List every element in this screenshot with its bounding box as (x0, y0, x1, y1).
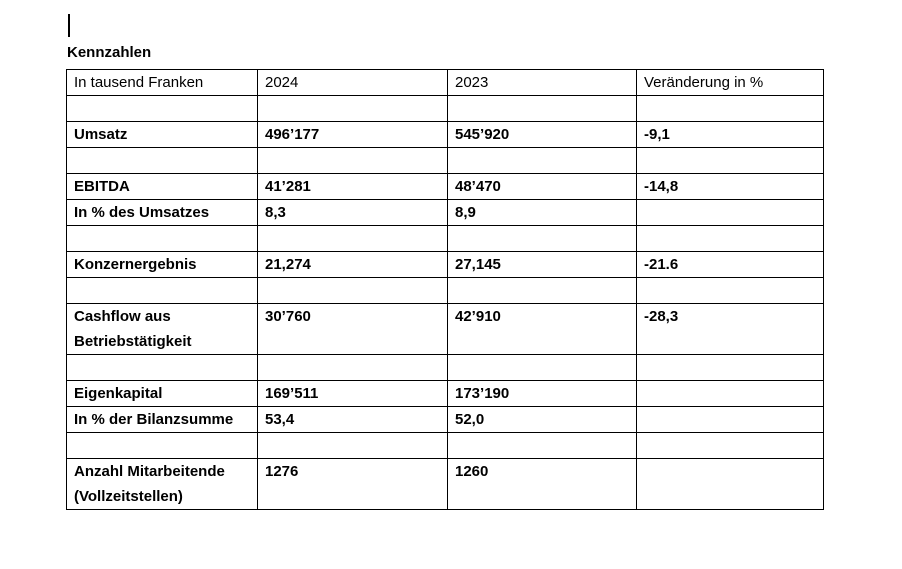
table-cell[interactable] (636, 432, 824, 459)
table-header-row: In tausend Franken 2024 2023 Veränderung in… (66, 69, 824, 96)
table-cell[interactable]: 21,274 (257, 251, 448, 278)
table-cell[interactable]: In % der Bilanzsumme (66, 406, 258, 433)
table-cell[interactable] (257, 95, 448, 122)
table-cell[interactable]: 53,4 (257, 406, 448, 433)
table-cell[interactable] (257, 225, 448, 252)
table-cell[interactable] (257, 432, 448, 459)
table-cell[interactable] (257, 277, 448, 304)
table-cell[interactable] (257, 354, 448, 381)
table-cell[interactable]: 8,9 (447, 199, 637, 226)
table-cell[interactable]: 27,145 (447, 251, 637, 278)
column-header[interactable]: 2023 (447, 69, 637, 96)
table-cell[interactable]: Cashflow aus Betriebstätigkeit (66, 303, 258, 355)
table-row-eigenkapital-quote: In % der Bilanzsumme 53,4 52,0 (66, 406, 824, 433)
table-cell[interactable] (66, 225, 258, 252)
table-cell[interactable] (66, 354, 258, 381)
table-cell[interactable]: Eigenkapital (66, 380, 258, 407)
table-row-konzernergebnis: Konzernergebnis 21,274 27,145 -21.6 (66, 251, 824, 278)
table-cell[interactable]: -14,8 (636, 173, 824, 200)
table-cell[interactable] (447, 95, 637, 122)
table-cell[interactable]: 30’760 (257, 303, 448, 355)
column-header[interactable]: In tausend Franken (66, 69, 258, 96)
table-row-spacer-3 (66, 225, 824, 252)
table-cell[interactable]: 41’281 (257, 173, 448, 200)
table-cell[interactable] (636, 277, 824, 304)
table-cell[interactable] (447, 277, 637, 304)
table-cell[interactable]: 52,0 (447, 406, 637, 433)
table-cell[interactable] (636, 354, 824, 381)
table-cell[interactable] (636, 225, 824, 252)
table-cell[interactable] (257, 147, 448, 174)
table-cell[interactable]: 8,3 (257, 199, 448, 226)
page-title[interactable]: Kennzahlen (67, 44, 152, 61)
table-row-eigenkapital: Eigenkapital 169’511 173’190 (66, 380, 824, 407)
table-row-umsatz: Umsatz 496’177 545’920 -9,1 (66, 121, 824, 148)
table-row-spacer-1 (66, 95, 824, 122)
column-header[interactable]: Veränderung in % (636, 69, 824, 96)
kennzahlen-table: In tausend Franken 2024 2023 Veränderung in… (66, 69, 824, 510)
table-row-spacer-5 (66, 354, 824, 381)
table-cell[interactable] (447, 225, 637, 252)
table-cell[interactable] (447, 147, 637, 174)
table-cell[interactable]: -28,3 (636, 303, 824, 355)
text-cursor (68, 14, 70, 37)
table-cell[interactable] (66, 95, 258, 122)
table-cell[interactable] (66, 432, 258, 459)
table-cell[interactable]: 496’177 (257, 121, 448, 148)
table-cell[interactable] (636, 147, 824, 174)
table-cell[interactable]: In % des Umsatzes (66, 199, 258, 226)
column-header[interactable]: 2024 (257, 69, 448, 96)
table-row-cashflow: Cashflow aus Betriebstätigkeit 30’760 42’9… (66, 303, 824, 355)
table-cell[interactable]: -21.6 (636, 251, 824, 278)
table-cell[interactable]: 42’910 (447, 303, 637, 355)
table-cell[interactable] (447, 354, 637, 381)
table-cell[interactable] (636, 458, 824, 510)
table-cell[interactable] (447, 432, 637, 459)
table-cell[interactable]: EBITDA (66, 173, 258, 200)
table-cell[interactable] (66, 277, 258, 304)
table-cell[interactable]: Anzahl Mitarbeitende (Vollzeitstellen) (66, 458, 258, 510)
table-cell[interactable]: 48’470 (447, 173, 637, 200)
table-row-ebitda: EBITDA 41’281 48’470 -14,8 (66, 173, 824, 200)
table-cell[interactable] (636, 380, 824, 407)
table-cell[interactable] (636, 199, 824, 226)
table-cell[interactable]: -9,1 (636, 121, 824, 148)
table-cell[interactable] (636, 95, 824, 122)
table-row-spacer-2 (66, 147, 824, 174)
table-cell[interactable]: Konzernergebnis (66, 251, 258, 278)
table-cell[interactable]: 173’190 (447, 380, 637, 407)
table-cell[interactable]: 1276 (257, 458, 448, 510)
table-cell[interactable]: 169’511 (257, 380, 448, 407)
table-row-ebitda-marge: In % des Umsatzes 8,3 8,9 (66, 199, 824, 226)
table-row-mitarbeitende: Anzahl Mitarbeitende (Vollzeitstellen) 12… (66, 458, 824, 510)
table-cell[interactable]: 1260 (447, 458, 637, 510)
table-row-spacer-6 (66, 432, 824, 459)
table-row-spacer-4 (66, 277, 824, 304)
table-cell[interactable]: 545’920 (447, 121, 637, 148)
table-cell[interactable] (636, 406, 824, 433)
table-cell[interactable]: Umsatz (66, 121, 258, 148)
table-cell[interactable] (66, 147, 258, 174)
